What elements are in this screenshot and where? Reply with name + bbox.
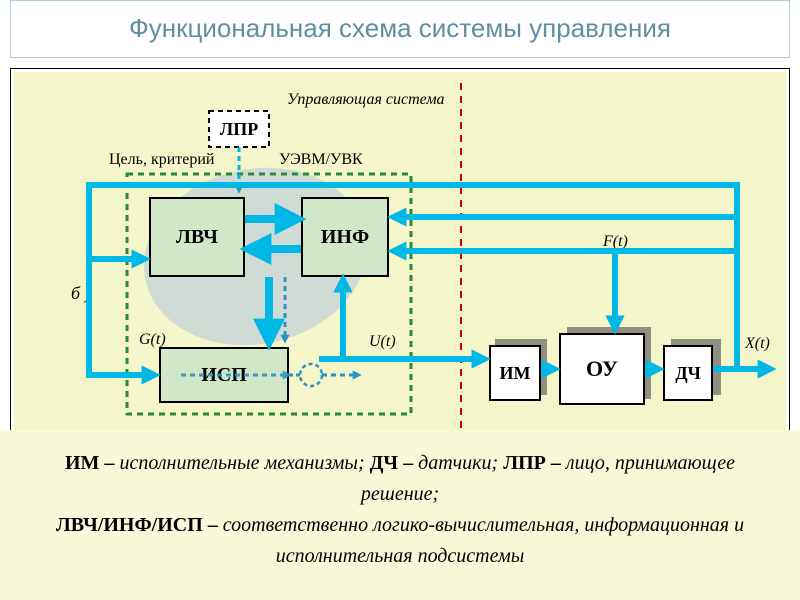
legend-dch-abbr: ДЧ – <box>370 452 418 474</box>
legend-dch-text: датчики; <box>418 452 503 474</box>
legend-lpr-abbr: ЛПР – <box>503 452 566 474</box>
legend-lvch-abbr: ЛВЧ/ИНФ/ИСП – <box>56 514 223 536</box>
diagram-frame: Управляющая система Цель, критерий УЭВМ/… <box>10 68 790 456</box>
legend-im-text: исполнительные механизмы; <box>119 452 369 474</box>
legend-lvch-text: соответственно логико-вычислительная, ин… <box>223 514 744 567</box>
diagram: Управляющая система Цель, критерий УЭВМ/… <box>11 69 789 455</box>
legend-footer: ИМ – исполнительные механизмы; ДЧ – датч… <box>0 430 800 600</box>
page-title: Функциональная схема системы управления <box>129 15 671 42</box>
page-title-bar: Функциональная схема системы управления <box>10 0 790 58</box>
legend-line-1: ИМ – исполнительные механизмы; ДЧ – датч… <box>24 448 776 510</box>
arrows <box>11 69 789 455</box>
legend-im-abbr: ИМ – <box>65 452 119 474</box>
legend-line-2: ЛВЧ/ИНФ/ИСП – соответственно логико-вычи… <box>24 510 776 572</box>
